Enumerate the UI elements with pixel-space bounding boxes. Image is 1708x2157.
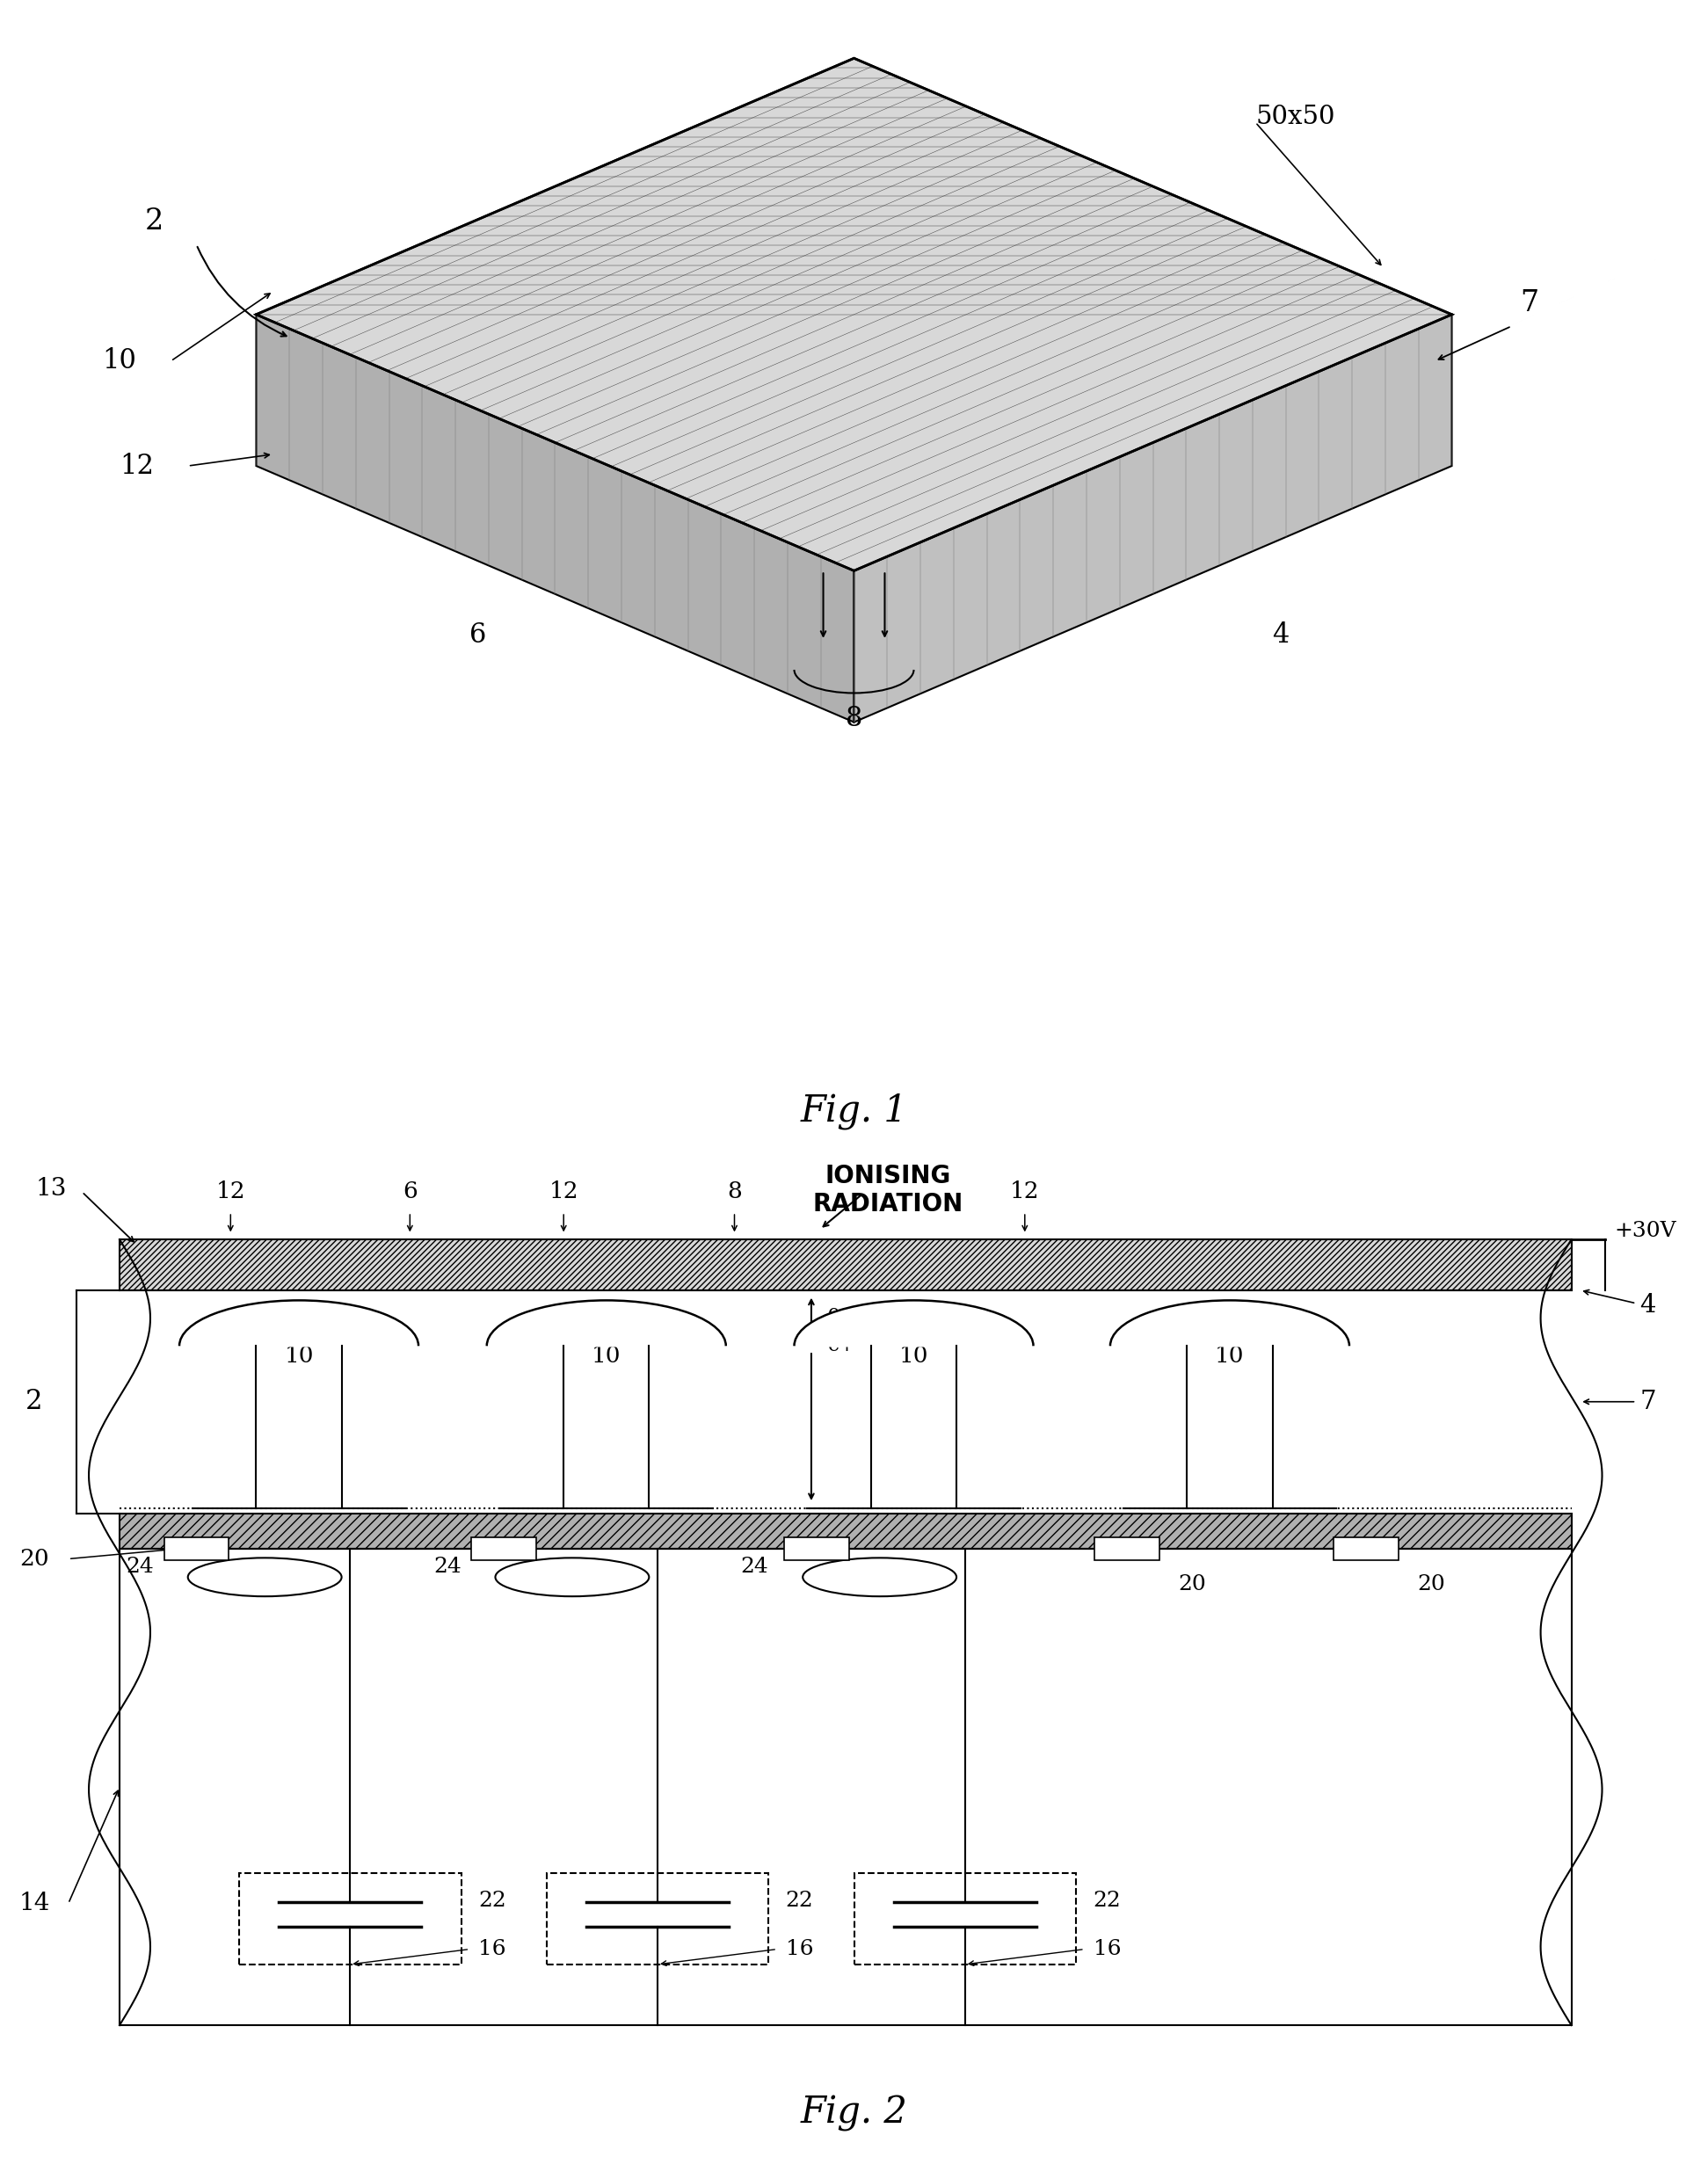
Text: 16: 16	[1093, 1939, 1120, 1959]
Text: 18: 18	[888, 1318, 917, 1339]
Text: 20: 20	[1179, 1575, 1206, 1594]
Text: 10: 10	[1214, 1346, 1245, 1368]
Text: 12: 12	[548, 1180, 579, 1201]
Text: 22: 22	[478, 1890, 506, 1911]
Text: 8: 8	[728, 1180, 741, 1201]
Text: 4: 4	[1640, 1292, 1657, 1318]
Text: 20: 20	[868, 1575, 895, 1594]
Text: 16: 16	[478, 1939, 506, 1959]
Text: 20: 20	[1418, 1575, 1445, 1594]
Polygon shape	[256, 315, 854, 723]
Text: 2: 2	[145, 207, 162, 235]
Text: 24: 24	[126, 1557, 154, 1577]
Text: 13: 13	[36, 1178, 67, 1201]
Polygon shape	[854, 315, 1452, 723]
Polygon shape	[256, 58, 1452, 572]
Text: 20: 20	[19, 1549, 50, 1570]
Ellipse shape	[188, 1557, 342, 1596]
Text: 6: 6	[403, 1180, 417, 1201]
Text: e-: e-	[828, 1303, 847, 1322]
Text: 6: 6	[470, 621, 487, 649]
Text: 10: 10	[898, 1346, 929, 1368]
Bar	[120, 1549, 1571, 2025]
Text: 4: 4	[1272, 621, 1290, 649]
Bar	[239, 1872, 461, 1965]
Text: 22: 22	[1093, 1890, 1120, 1911]
Text: e+: e+	[828, 1337, 856, 1355]
Text: 10: 10	[591, 1346, 622, 1368]
Text: 16: 16	[786, 1939, 813, 1959]
Bar	[1095, 1538, 1160, 1560]
Text: 10: 10	[102, 347, 137, 375]
Text: 20: 20	[555, 1575, 582, 1594]
Bar	[784, 1538, 849, 1560]
Text: IONISING
RADIATION: IONISING RADIATION	[813, 1163, 963, 1217]
Bar	[471, 1538, 536, 1560]
Bar	[120, 1240, 1571, 1290]
Text: 14: 14	[19, 1892, 50, 1915]
Text: 24: 24	[741, 1557, 769, 1577]
Text: Fig. 2: Fig. 2	[801, 2094, 907, 2131]
Text: 12: 12	[1009, 1180, 1040, 1201]
Bar	[120, 1290, 1571, 1514]
Bar	[120, 1514, 1571, 1549]
Bar	[854, 1872, 1076, 1965]
Bar	[547, 1872, 769, 1965]
Ellipse shape	[495, 1557, 649, 1596]
Bar	[164, 1538, 229, 1560]
Text: 7: 7	[1520, 289, 1539, 317]
Text: +30V: +30V	[1614, 1221, 1676, 1242]
Text: 12: 12	[215, 1180, 246, 1201]
Text: 20: 20	[248, 1575, 275, 1594]
Bar	[1334, 1538, 1399, 1560]
Text: 7: 7	[1640, 1389, 1657, 1415]
Ellipse shape	[803, 1557, 956, 1596]
Text: 12: 12	[120, 453, 154, 479]
Text: 2: 2	[26, 1389, 43, 1415]
Text: Fig. 1: Fig. 1	[801, 1094, 907, 1130]
Text: 24: 24	[434, 1557, 461, 1577]
Text: 8: 8	[845, 705, 863, 731]
Text: 22: 22	[786, 1890, 813, 1911]
Text: 50x50: 50x50	[1255, 104, 1336, 129]
Text: 10: 10	[284, 1346, 314, 1368]
